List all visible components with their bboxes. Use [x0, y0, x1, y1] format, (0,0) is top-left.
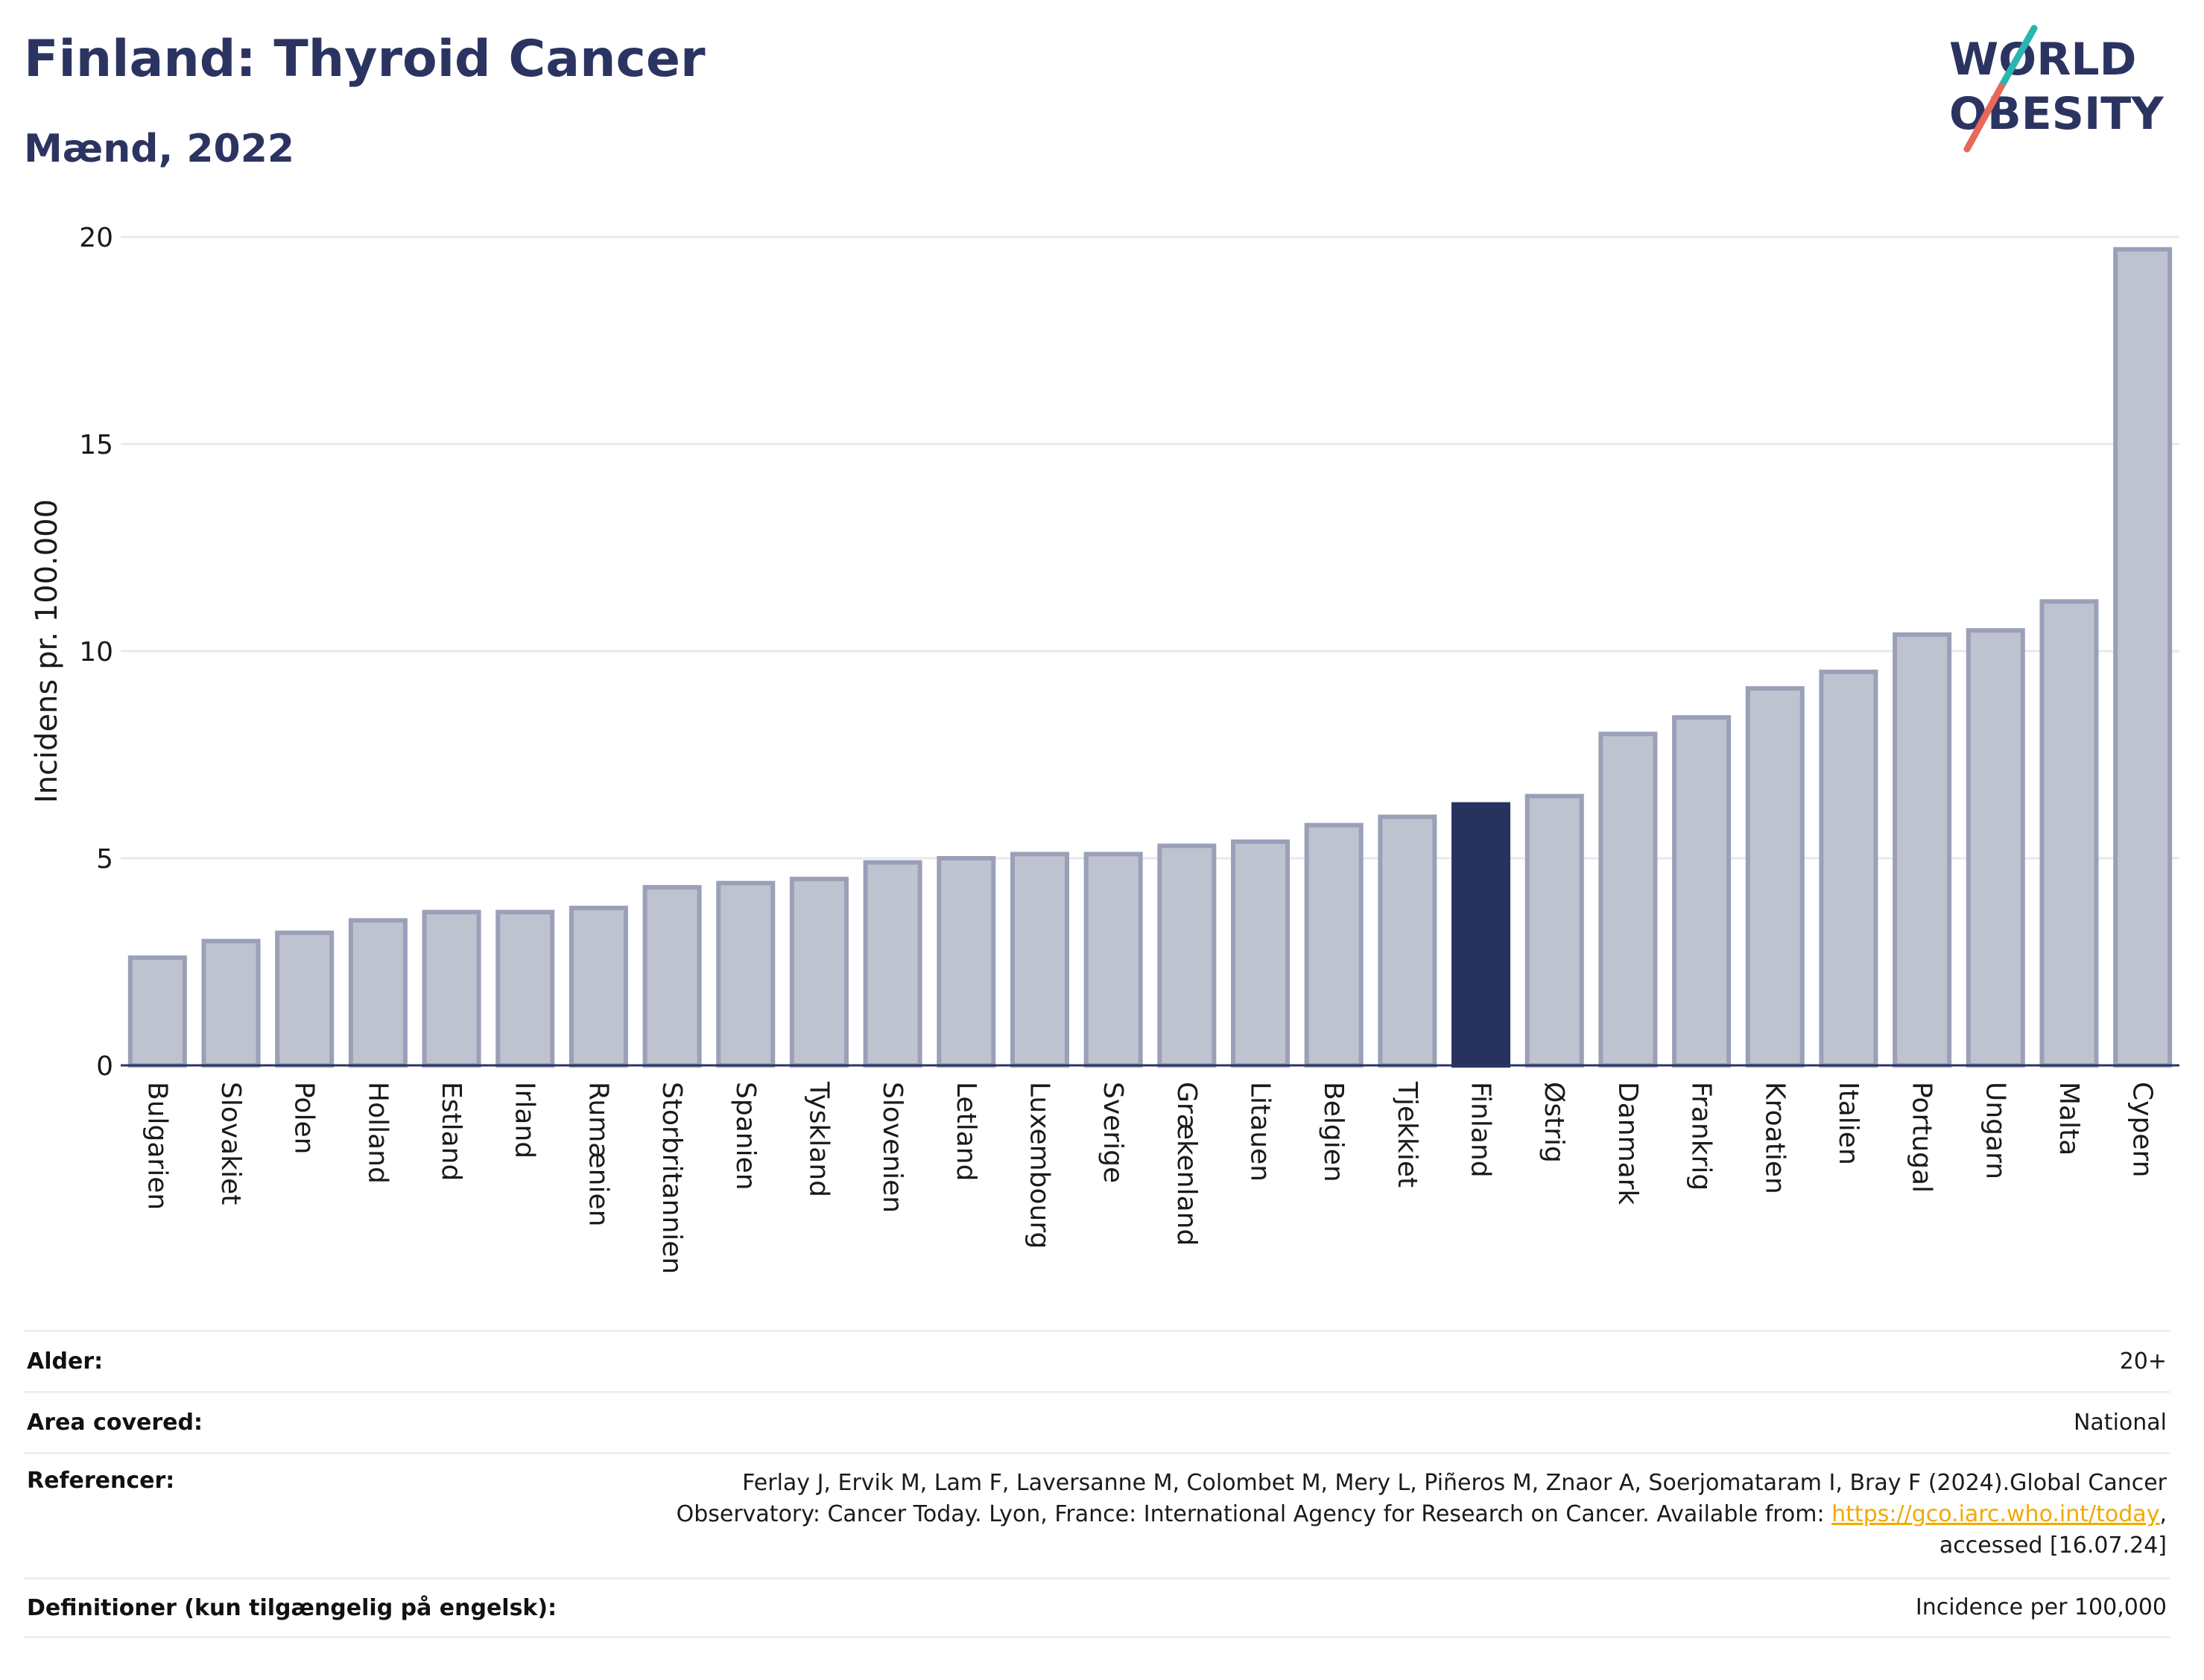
bar [642, 884, 702, 1068]
bar [1745, 686, 1805, 1068]
bar [348, 918, 408, 1068]
y-axis-label: Incidens pr. 100.000 [30, 499, 64, 803]
y-tick-label: 0 [96, 1051, 113, 1082]
x-tick-label: Italien [1833, 1082, 1863, 1165]
x-tick-label: Rumænien [583, 1082, 613, 1226]
references-text-1: Ferlay J, Ervik M, Lam F, Laversanne M, … [676, 1470, 2167, 1527]
bar [789, 876, 849, 1068]
bars [127, 247, 2173, 1068]
y-axis-ticks: 0 5 10 15 20 [79, 223, 113, 1082]
bar [1819, 669, 1878, 1068]
x-tick-label: Danmark [1612, 1082, 1643, 1205]
x-tick-label: Luxembourg [1024, 1082, 1054, 1249]
x-tick-label: Tyskland [803, 1081, 834, 1197]
references-text-2: , accessed [16.07.24] [1939, 1501, 2167, 1559]
bar [422, 910, 481, 1068]
bar [1010, 852, 1069, 1068]
x-tick-label: Slovakiet [215, 1082, 246, 1205]
x-tick-label: Storbritannien [656, 1082, 687, 1274]
x-tick-label: Spanien [730, 1082, 761, 1191]
logo-slash-teal [1998, 25, 2038, 90]
x-tick-label: Polen [289, 1082, 320, 1154]
bar [1598, 732, 1658, 1068]
references-label: Referencer: [27, 1468, 175, 1494]
x-tick-label: Frankrig [1686, 1082, 1717, 1191]
x-tick-label: Grækenland [1171, 1082, 1202, 1246]
bar [1966, 628, 2025, 1068]
x-tick-label: Portugal [1907, 1082, 1937, 1193]
x-tick-label: Malta [2053, 1082, 2084, 1156]
x-tick-label: Ungarn [1980, 1082, 2010, 1179]
references-link[interactable]: https://gco.iarc.who.int/today [1831, 1501, 2160, 1527]
bar [127, 955, 187, 1068]
age-value: 20+ [2119, 1348, 2167, 1375]
y-tick-label: 20 [79, 223, 113, 253]
x-tick-label: Litauen [1245, 1082, 1276, 1182]
bar-highlight [1451, 802, 1511, 1068]
info-table: Alder: 20+ Area covered: National Refere… [24, 1330, 2170, 1638]
bar [937, 856, 996, 1068]
bar [201, 939, 261, 1068]
bar [863, 860, 922, 1068]
area-value: National [2073, 1409, 2167, 1436]
chart-subtitle: Mænd, 2022 [24, 127, 295, 171]
x-axis-ticks: Bulgarien Slovakiet Polen Holland Estland Irl… [142, 1081, 2157, 1274]
info-row-age: Alder: 20+ [24, 1330, 2170, 1391]
bar [1672, 714, 1732, 1068]
definitions-label: Definitioner (kun tilgængelig på engelsk… [27, 1594, 557, 1621]
x-tick-label: Estland [436, 1082, 466, 1181]
info-row-references: Referencer: Ferlay J, Ervik M, Lam F, La… [24, 1452, 2170, 1577]
bar [1304, 822, 1364, 1068]
chart-title: Finland: Thyroid Cancer [24, 30, 706, 89]
definitions-value: Incidence per 100,000 [1915, 1594, 2167, 1620]
x-tick-label: Østrig [1539, 1082, 1569, 1163]
logo-line-1: WORLD [1949, 34, 2136, 86]
y-tick-label: 15 [79, 430, 113, 460]
world-obesity-logo: WORLD OBESITY [1949, 25, 2165, 153]
bar [1157, 843, 1217, 1068]
x-tick-label: Sverige [1098, 1082, 1128, 1183]
bar [1083, 852, 1143, 1068]
logo-slash-coral [1963, 83, 2005, 153]
x-tick-label: Slovenien [877, 1082, 908, 1213]
bar [569, 905, 628, 1068]
bar [716, 881, 776, 1068]
bar [2113, 247, 2173, 1068]
bar-chart: 0 5 10 15 20 Bulgarien Slovakiet Polen Holland E… [30, 223, 2179, 1274]
x-tick-label: Belgien [1318, 1082, 1349, 1182]
y-tick-label: 10 [79, 637, 113, 668]
x-tick-label: Finland [1466, 1082, 1496, 1178]
x-tick-label: Cypern [2127, 1082, 2158, 1177]
bar [1378, 814, 1437, 1068]
info-row-area: Area covered: National [24, 1391, 2170, 1452]
x-tick-label: Letland [951, 1082, 981, 1181]
x-tick-label: Holland [362, 1082, 393, 1184]
bar [2039, 599, 2099, 1068]
x-tick-label: Tjekkiet [1392, 1081, 1422, 1188]
info-row-definitions: Definitioner (kun tilgængelig på engelsk… [24, 1577, 2170, 1638]
references-value: Ferlay J, Ervik M, Lam F, Laversanne M, … [602, 1468, 2167, 1562]
x-tick-label: Irland [510, 1082, 540, 1158]
age-label: Alder: [27, 1348, 104, 1375]
bar [495, 910, 555, 1068]
bar [1524, 793, 1584, 1068]
bar [1893, 632, 1952, 1068]
bar [275, 931, 335, 1068]
x-tick-label: Bulgarien [142, 1082, 172, 1210]
y-tick-label: 5 [96, 844, 113, 875]
area-label: Area covered: [27, 1410, 203, 1436]
bar [1231, 839, 1291, 1068]
x-tick-label: Kroatien [1759, 1082, 1790, 1194]
